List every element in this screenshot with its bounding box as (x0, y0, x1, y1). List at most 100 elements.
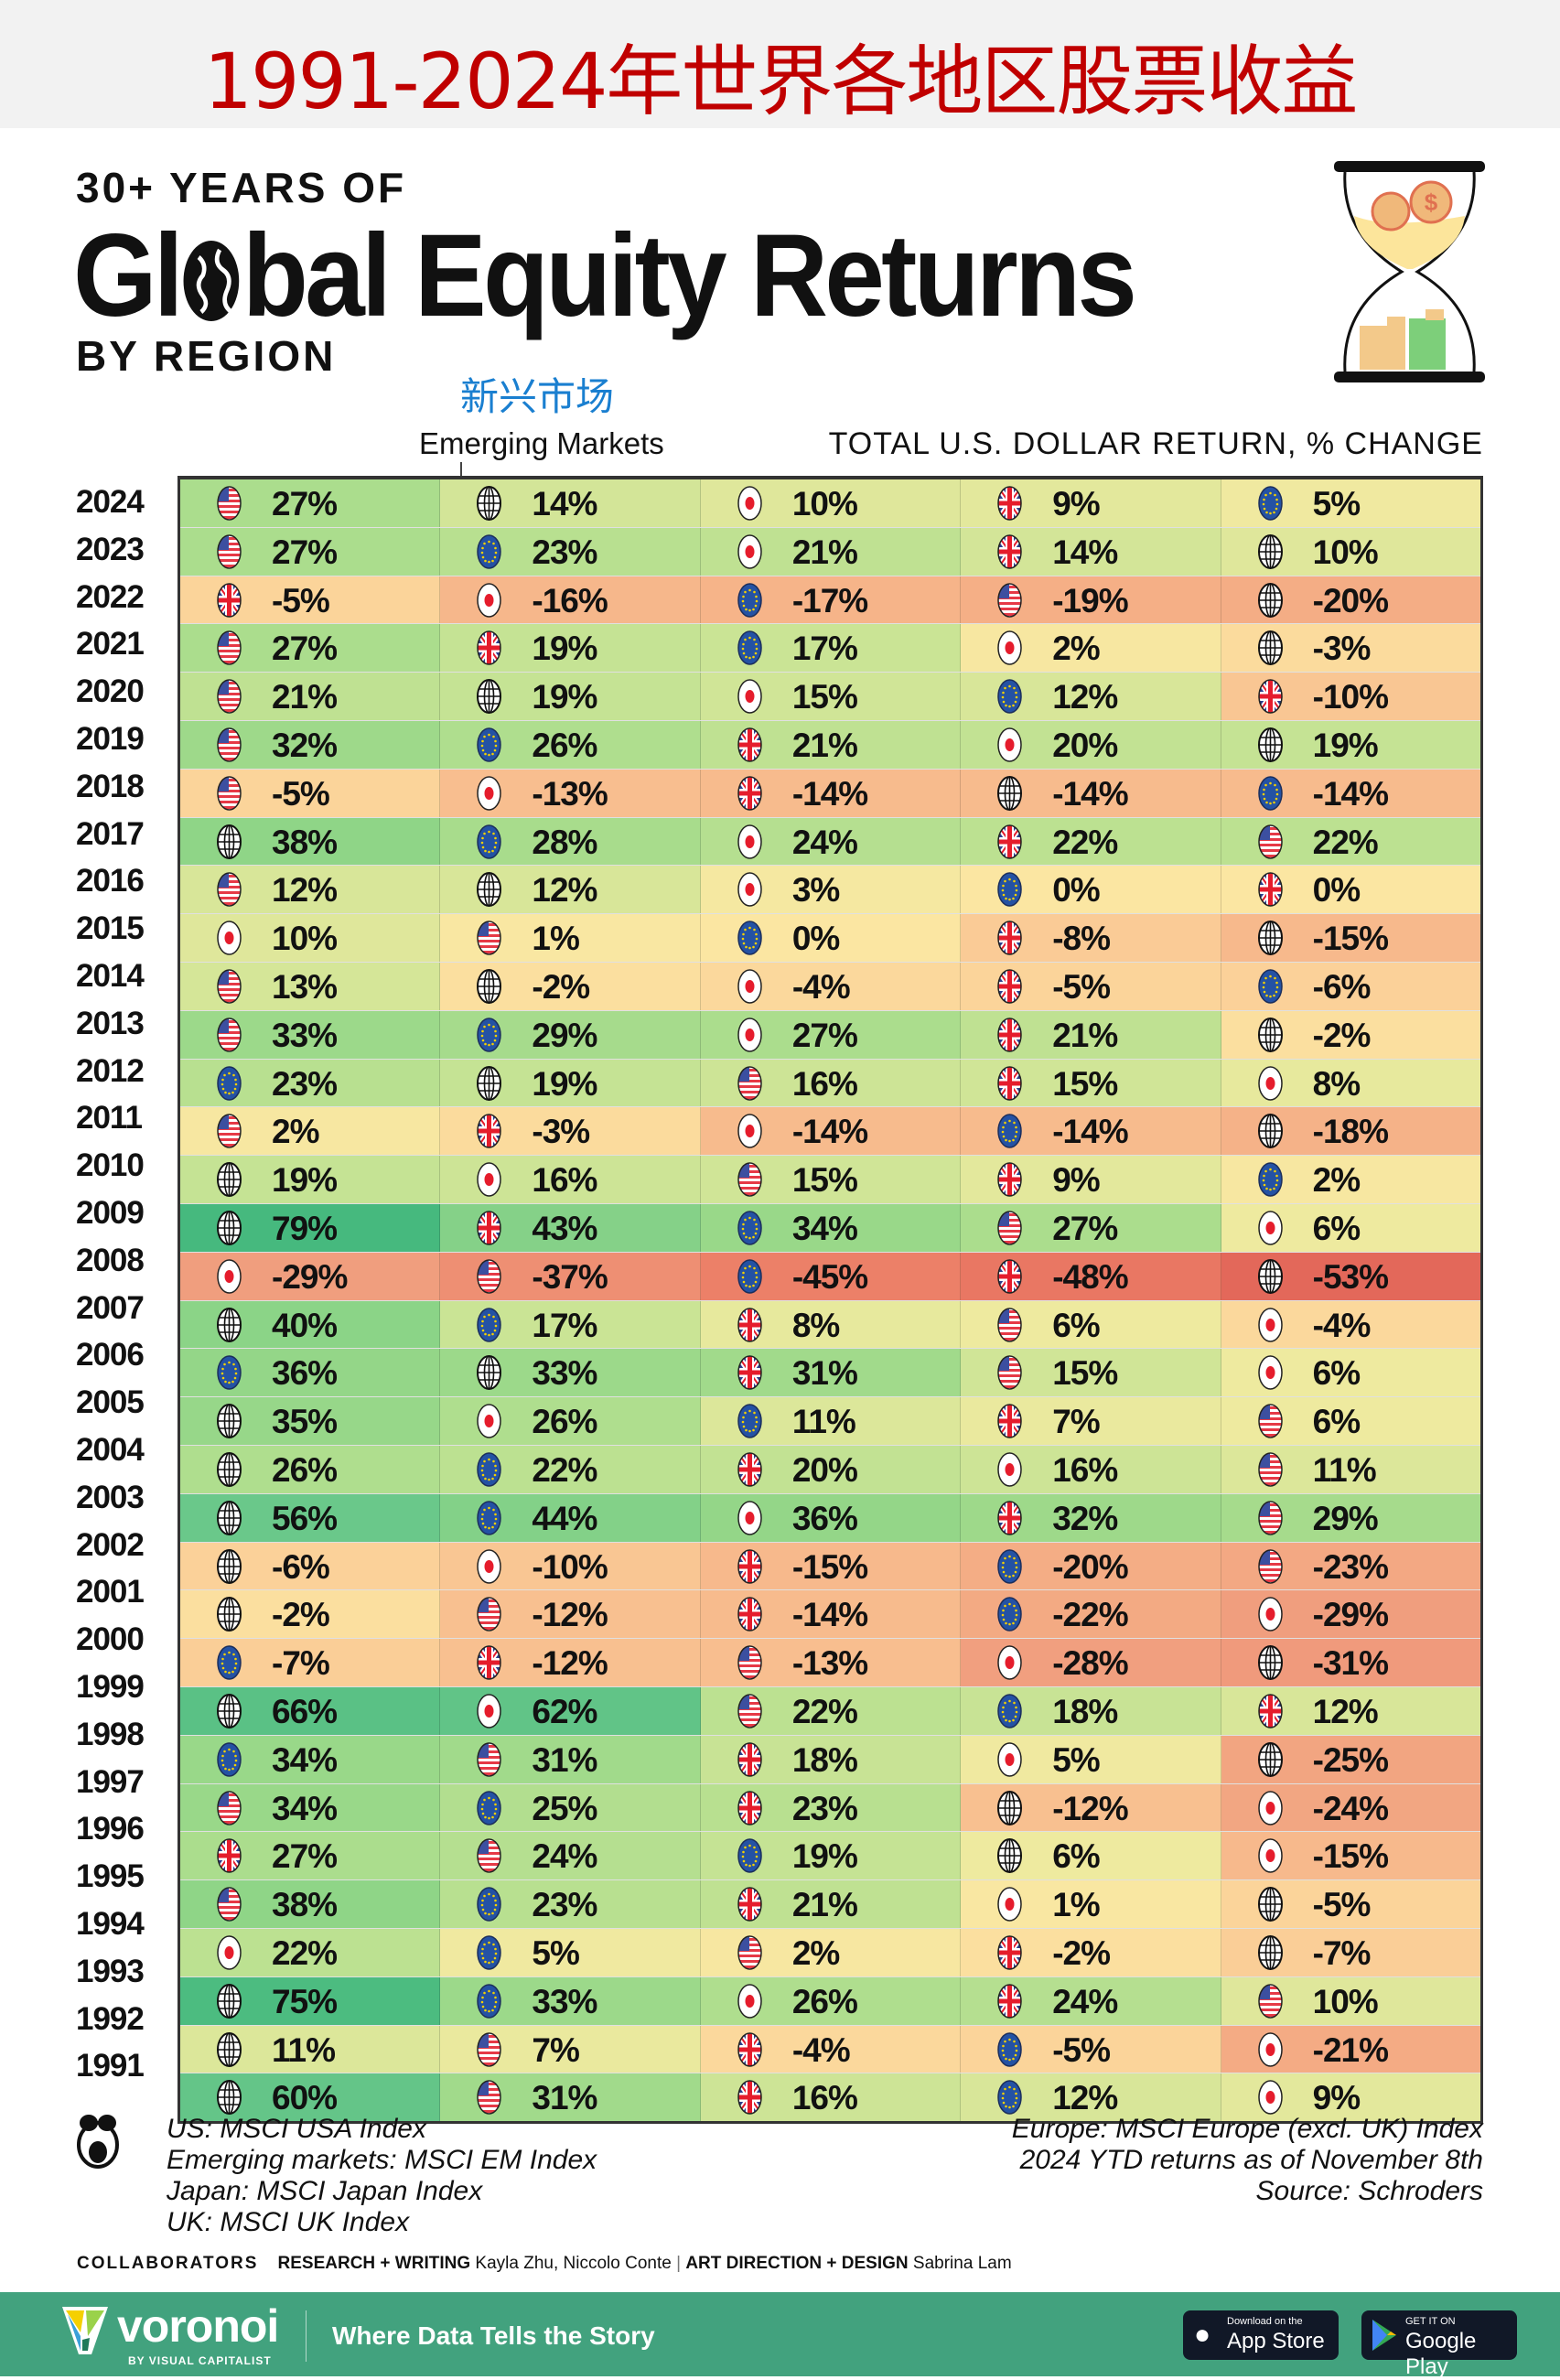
return-value: 2% (791, 1933, 840, 1972)
eu-flag-icon (737, 1259, 762, 1294)
return-cell: 29% (1221, 1493, 1481, 1542)
return-value: -13% (791, 1644, 868, 1683)
year-label: 1994 (76, 1906, 145, 1942)
svg-text:$: $ (1425, 188, 1438, 216)
return-cell: 31% (700, 1349, 962, 1397)
return-cell: 21% (700, 1880, 962, 1928)
japan-flag-icon (737, 679, 762, 714)
return-value: 8% (791, 1306, 840, 1344)
return-cell: -25% (1221, 1735, 1481, 1783)
return-value: 16% (1052, 1450, 1118, 1489)
footer-divider (306, 2310, 307, 2362)
return-value: 27% (272, 485, 338, 522)
eu-flag-icon (477, 1501, 501, 1535)
return-cell: 27% (180, 1832, 441, 1880)
globe-icon (1258, 727, 1283, 762)
em-chinese-annotation: 新兴市场 (460, 374, 615, 419)
return-cell: -23% (1221, 1542, 1481, 1590)
return-cell: 12% (180, 866, 441, 914)
return-cell: 36% (700, 1493, 962, 1542)
return-value: -24% (1312, 1789, 1389, 1827)
return-value: 34% (272, 1740, 338, 1779)
return-value: 23% (272, 1064, 338, 1103)
uk-flag-icon (217, 583, 242, 618)
return-cell: -31% (1221, 1639, 1481, 1686)
app-store-button[interactable]: ● Download on the App Store (1183, 2310, 1339, 2360)
return-cell: 25% (440, 1783, 701, 1832)
return-value: -8% (1052, 920, 1111, 958)
return-cell: 19% (1221, 720, 1481, 769)
return-cell: 33% (180, 1010, 441, 1059)
year-row: -6% -10% -15% -20% -23% (180, 1542, 1481, 1591)
eu-flag-icon (217, 1355, 242, 1390)
return-value: -21% (1312, 2030, 1389, 2069)
return-cell: -12% (440, 1639, 701, 1686)
separator: | (676, 2254, 682, 2273)
return-value: 33% (272, 1016, 338, 1054)
eu-flag-icon (1258, 1162, 1283, 1197)
uk-flag-icon (997, 1404, 1022, 1438)
return-value: 7% (1052, 1403, 1100, 1441)
globe-icon (1258, 1259, 1283, 1294)
japan-flag-icon (477, 1694, 501, 1728)
return-value: -16% (532, 581, 608, 619)
return-cell: 7% (440, 2025, 701, 2073)
return-cell: -4% (700, 962, 962, 1010)
us-flag-icon (1258, 824, 1283, 859)
uk-flag-icon (997, 1066, 1022, 1101)
return-cell: 26% (700, 1976, 962, 2025)
eu-flag-icon (217, 1742, 242, 1777)
return-value: 19% (532, 630, 597, 668)
year-row: 27% 24% 19% 6% -15% (180, 1832, 1481, 1881)
return-cell: -45% (700, 1252, 962, 1300)
return-value: -13% (532, 774, 608, 813)
return-value: 2% (1052, 630, 1100, 668)
return-value: -29% (1312, 1596, 1389, 1634)
year-row: 34% 31% 18% 5% -25% (180, 1735, 1481, 1784)
japan-flag-icon (217, 921, 242, 955)
return-cell: -4% (700, 2025, 962, 2073)
globe-icon (477, 872, 501, 907)
return-value: 22% (1052, 823, 1118, 861)
return-cell: 15% (700, 1156, 962, 1203)
return-cell: -2% (440, 962, 701, 1010)
return-cell: 19% (440, 624, 701, 673)
uk-flag-icon (477, 1645, 501, 1680)
japan-flag-icon (737, 969, 762, 1004)
return-cell: -18% (1221, 1107, 1481, 1156)
us-flag-icon (477, 1742, 501, 1777)
us-flag-icon (737, 1162, 762, 1197)
eu-flag-icon (217, 1066, 242, 1101)
return-value: 23% (532, 1886, 597, 1924)
uk-flag-icon (737, 1452, 762, 1487)
headline-end: bal Equity Returns (242, 210, 1137, 341)
return-cell: -14% (1221, 769, 1481, 817)
year-row: 27% 23% 21% 14% 10% (180, 527, 1481, 576)
return-value: -7% (1312, 1933, 1372, 1972)
return-cell: 17% (700, 624, 962, 673)
eu-flag-icon (477, 1887, 501, 1922)
uk-flag-icon (1258, 1694, 1283, 1728)
return-value: -15% (1312, 920, 1389, 958)
return-cell: -15% (700, 1542, 962, 1590)
return-cell: 16% (961, 1445, 1221, 1493)
japan-flag-icon (737, 872, 762, 907)
return-cell: 5% (440, 1928, 701, 1976)
return-cell: 24% (700, 817, 962, 866)
return-value: 12% (1052, 2079, 1118, 2117)
google-play-button[interactable]: GET IT ON Google Play (1361, 2310, 1517, 2379)
us-flag-icon (217, 969, 242, 1004)
tagline: Where Data Tells the Story (332, 2321, 655, 2350)
note: 2024 YTD returns as of November 8th (1019, 2145, 1483, 2175)
return-value: -14% (791, 774, 868, 813)
uk-flag-icon (997, 1935, 1022, 1970)
return-value: -5% (272, 581, 330, 619)
year-label: 2007 (76, 1289, 145, 1326)
year-label: 2009 (76, 1195, 145, 1231)
eu-flag-icon (477, 1452, 501, 1487)
return-cell: 27% (700, 1010, 962, 1059)
uk-flag-icon (997, 969, 1022, 1004)
return-value: 22% (272, 1933, 338, 1972)
return-cell: -4% (1221, 1300, 1481, 1349)
us-flag-icon (997, 1308, 1022, 1342)
